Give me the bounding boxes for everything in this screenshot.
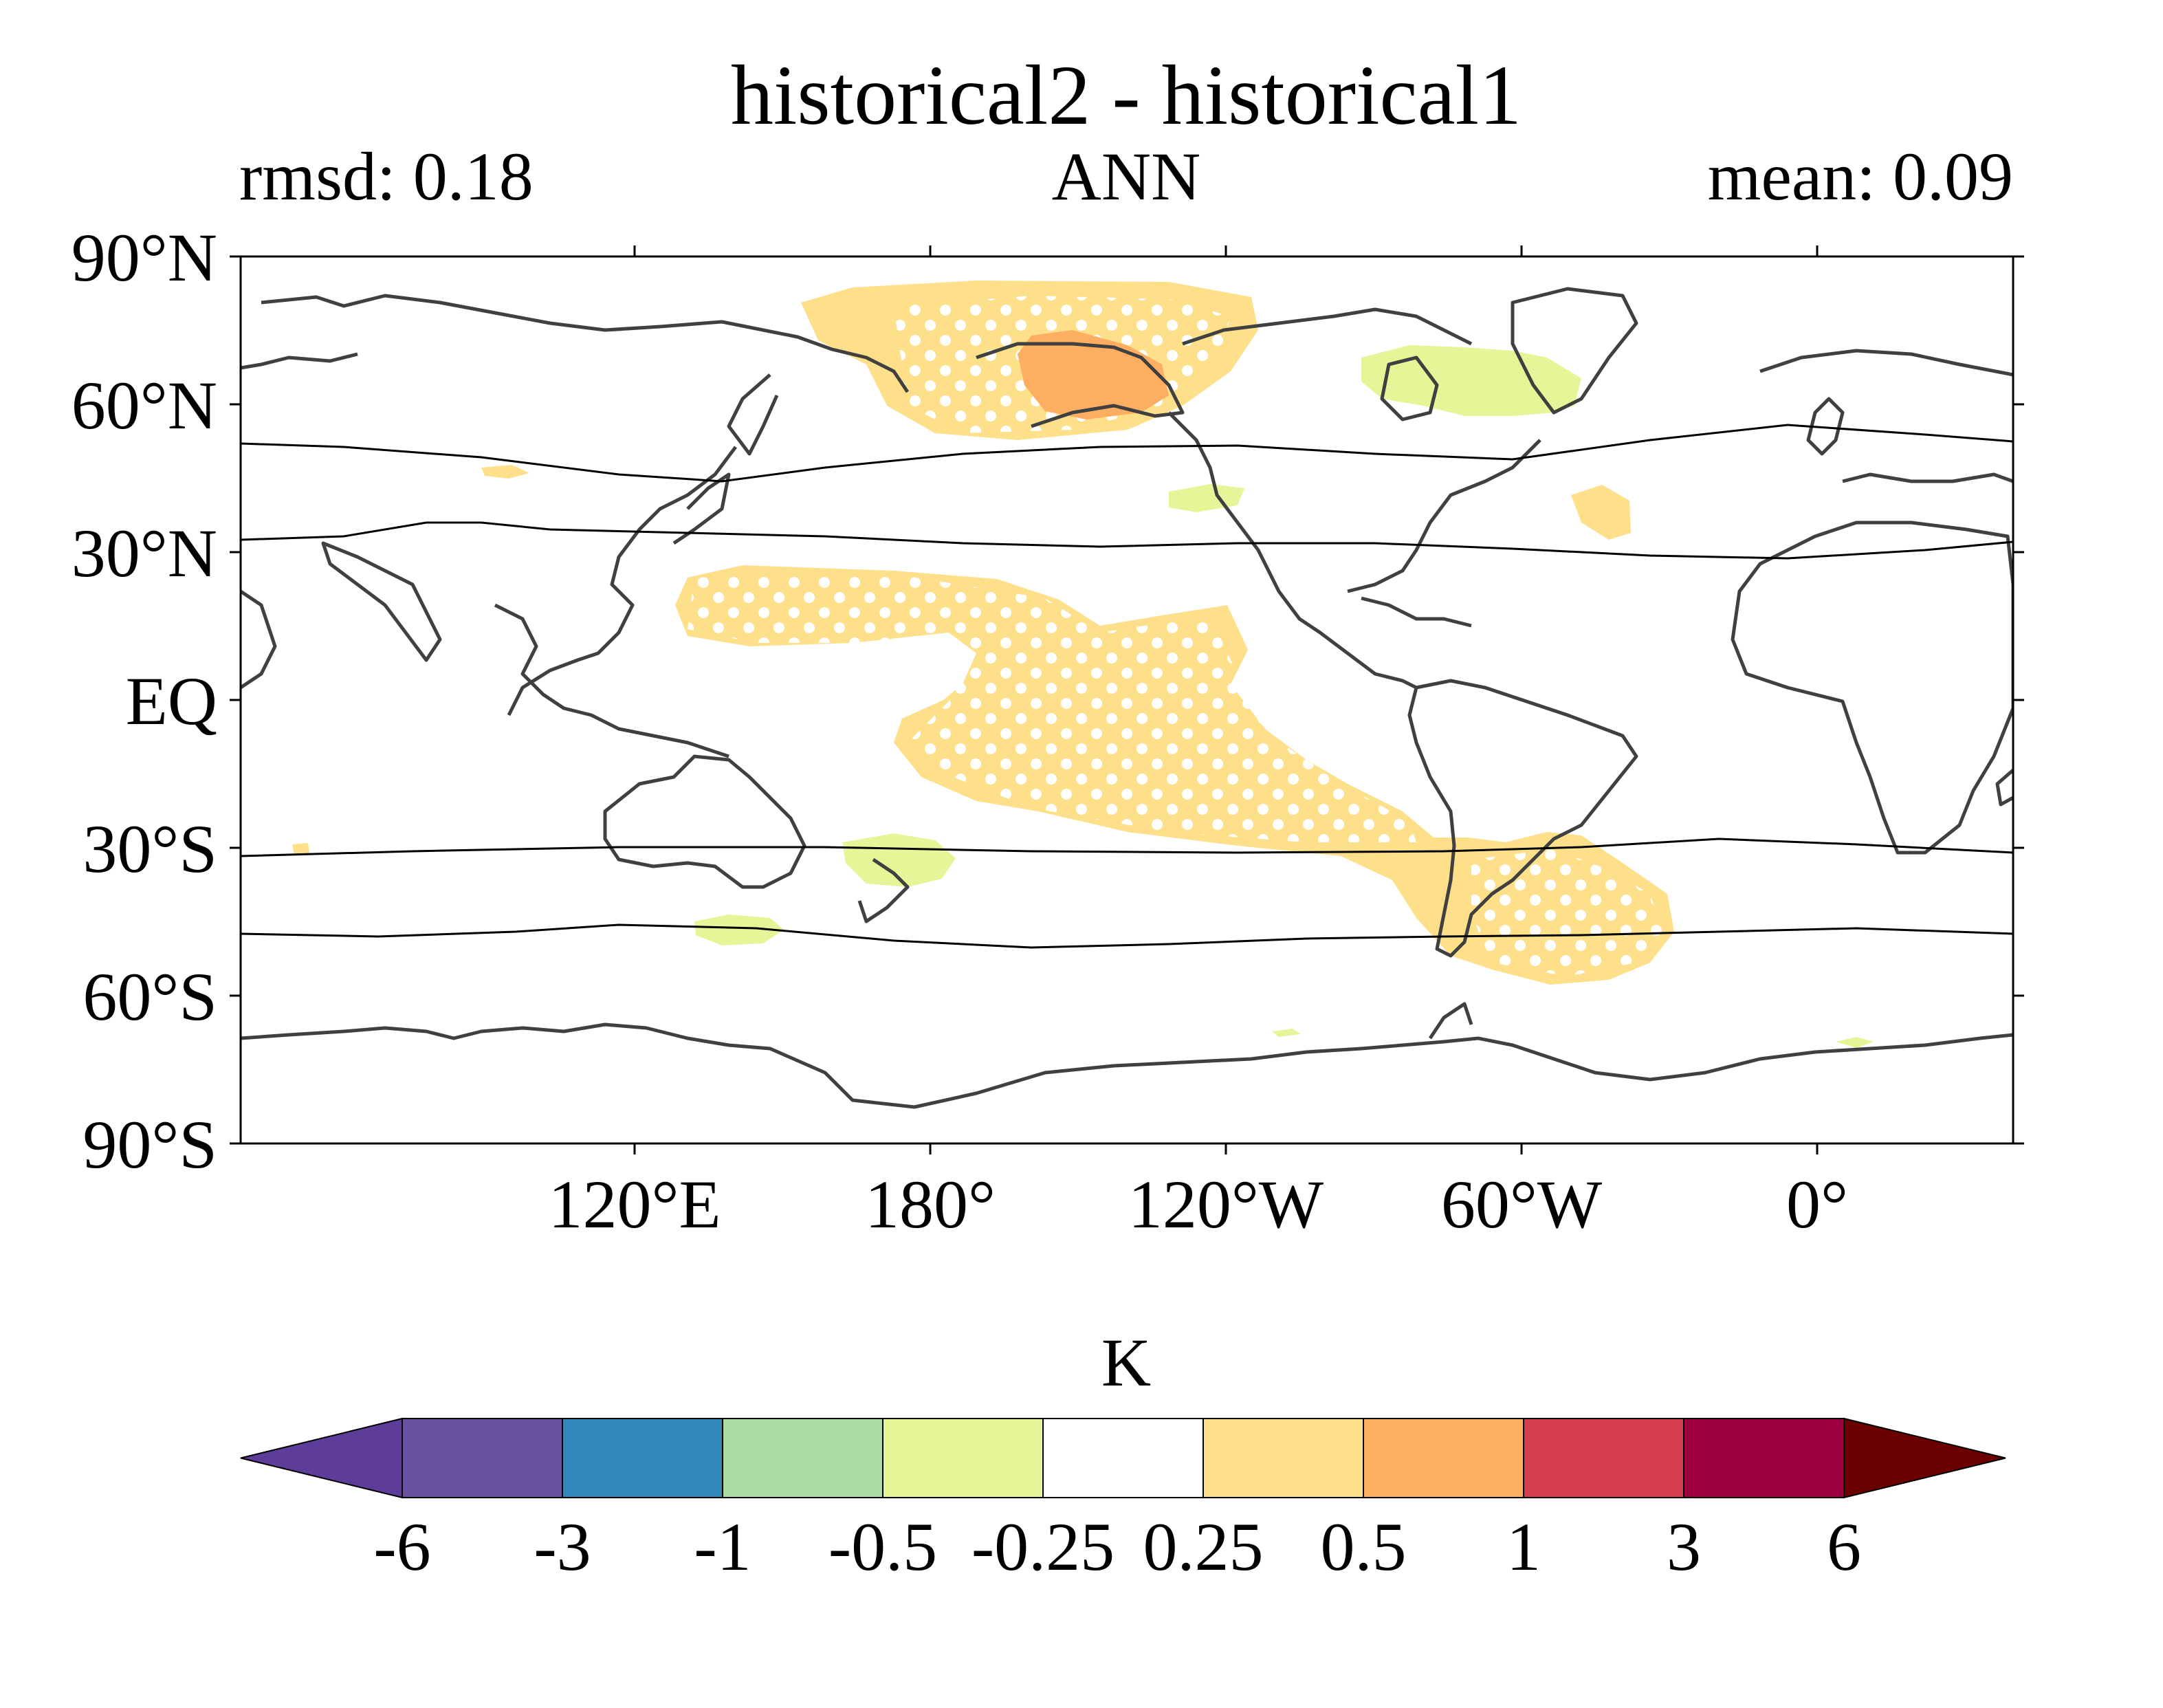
coast-australia bbox=[603, 754, 806, 889]
colorbar-extend-max bbox=[1843, 1417, 2006, 1499]
colorbar-tick-label: 6 bbox=[1827, 1509, 1861, 1585]
anomaly-tasman bbox=[842, 833, 956, 887]
colorbar-tick-label: -0.5 bbox=[828, 1509, 937, 1585]
coast-europe-south bbox=[1842, 472, 2013, 483]
lon-label: 120°W bbox=[1128, 1166, 1324, 1242]
colorbar-tick-label: -3 bbox=[534, 1509, 591, 1585]
coast-japan bbox=[672, 472, 731, 545]
colorbar-tick-label: -0.25 bbox=[971, 1509, 1115, 1585]
colorbar-extend-min bbox=[240, 1417, 403, 1499]
map-panel bbox=[241, 256, 2013, 1143]
coast-north-america-arctic bbox=[1182, 307, 1473, 346]
coast-caribbean bbox=[1361, 596, 1472, 628]
lat-label: 60°S bbox=[83, 959, 217, 1035]
colorbar-segment bbox=[402, 1418, 563, 1498]
colorbar-tick-label: 1 bbox=[1506, 1509, 1541, 1585]
anomaly-antarctic-patch bbox=[1836, 1037, 1874, 1048]
coastlines bbox=[241, 287, 2013, 1109]
sh-jet-lower bbox=[241, 923, 2013, 949]
coast-south-america bbox=[1407, 679, 1638, 958]
nh-jet-lower bbox=[241, 521, 2013, 560]
lat-label: 90°S bbox=[83, 1106, 217, 1183]
colorbar-tick-label: -1 bbox=[694, 1509, 751, 1585]
figure-title: historical2 - historical1 bbox=[731, 48, 1522, 142]
coast-eurasia-north bbox=[261, 294, 910, 393]
lon-label: 120°E bbox=[548, 1166, 721, 1242]
coast-alaska bbox=[976, 342, 1185, 428]
anomaly-north-atlantic-patch bbox=[1571, 485, 1631, 540]
colorbar-label: K bbox=[1101, 1324, 1151, 1401]
coast-hudson-bay bbox=[1380, 355, 1439, 421]
colorbar-segment bbox=[722, 1418, 883, 1498]
coast-east-asia bbox=[507, 446, 737, 716]
lat-label: 30°N bbox=[72, 515, 217, 591]
coast-africa bbox=[1731, 521, 2013, 855]
lon-label: 180° bbox=[865, 1166, 996, 1242]
colorbar-segment bbox=[562, 1418, 723, 1498]
colorbar-tick-label: -6 bbox=[373, 1509, 430, 1585]
coast-antarctica bbox=[241, 1022, 2013, 1109]
reference-lines bbox=[241, 424, 2013, 949]
colorbar-tick-label: 3 bbox=[1667, 1509, 1701, 1585]
coast-madagascar bbox=[1995, 769, 2013, 807]
colorbar-tick-label: 0.25 bbox=[1143, 1509, 1264, 1585]
anomaly-south-indian bbox=[694, 915, 784, 945]
coast-europe bbox=[1759, 349, 2013, 377]
anomaly-cool bbox=[694, 345, 1874, 1048]
stipple-pacific bbox=[688, 574, 1416, 842]
colorbar-tick-label: 0.5 bbox=[1321, 1509, 1407, 1585]
colorbar-tick-labels: -6 -3 -1 -0.5 -0.25 0.25 0.5 1 3 6 bbox=[373, 1509, 1861, 1585]
axis-ticks bbox=[230, 245, 2024, 1154]
lon-label: 0° bbox=[1786, 1166, 1848, 1242]
coast-arabia-africa bbox=[241, 589, 277, 690]
coast-antarctic-peninsula bbox=[1428, 1002, 1473, 1040]
colorbar-segment bbox=[882, 1418, 1044, 1498]
rmsd-label: rmsd: 0.18 bbox=[239, 138, 534, 215]
lon-labels: 120°E 180° 120°W 60°W 0° bbox=[548, 1166, 1848, 1242]
colorbar-segment bbox=[1683, 1418, 1845, 1498]
sh-jet-upper bbox=[241, 837, 2013, 857]
anomaly-small-patch-nw-pacific bbox=[481, 465, 529, 479]
anomaly-small-patch-west bbox=[292, 843, 309, 855]
colorbar-segment bbox=[1042, 1418, 1204, 1498]
coast-kamchatka bbox=[727, 373, 779, 456]
lat-labels: 90°N 60°N 30°N EQ 30°S 60°S 90°S bbox=[72, 219, 217, 1183]
lat-label: 60°N bbox=[72, 367, 217, 444]
lon-label: 60°W bbox=[1441, 1166, 1603, 1242]
lat-label: 30°S bbox=[83, 811, 217, 887]
stipple-south-atlantic bbox=[1471, 849, 1664, 976]
mean-label: mean: 0.09 bbox=[1708, 138, 2013, 215]
coast-india bbox=[321, 541, 442, 662]
colorbar-segment bbox=[1523, 1418, 1684, 1498]
coast-north-america-west bbox=[1167, 411, 1418, 690]
colorbar-segment bbox=[1363, 1418, 1524, 1498]
coast-new-zealand bbox=[857, 857, 910, 923]
coast-eurasia-west bbox=[241, 352, 358, 370]
colorbar bbox=[240, 1417, 2006, 1499]
coast-uk bbox=[1806, 397, 1845, 456]
nh-jet-upper bbox=[241, 424, 2013, 483]
anomaly-labrador bbox=[1361, 345, 1581, 416]
coast-southeast-asia bbox=[494, 603, 729, 758]
colorbar-segment bbox=[1203, 1418, 1364, 1498]
anomaly-antarctic-patch-2 bbox=[1272, 1029, 1301, 1037]
coast-greenland bbox=[1511, 287, 1638, 415]
lat-label: 90°N bbox=[72, 219, 217, 296]
season-label: ANN bbox=[1052, 138, 1201, 215]
lat-label: EQ bbox=[126, 663, 217, 739]
coast-north-america-east bbox=[1347, 439, 1541, 593]
